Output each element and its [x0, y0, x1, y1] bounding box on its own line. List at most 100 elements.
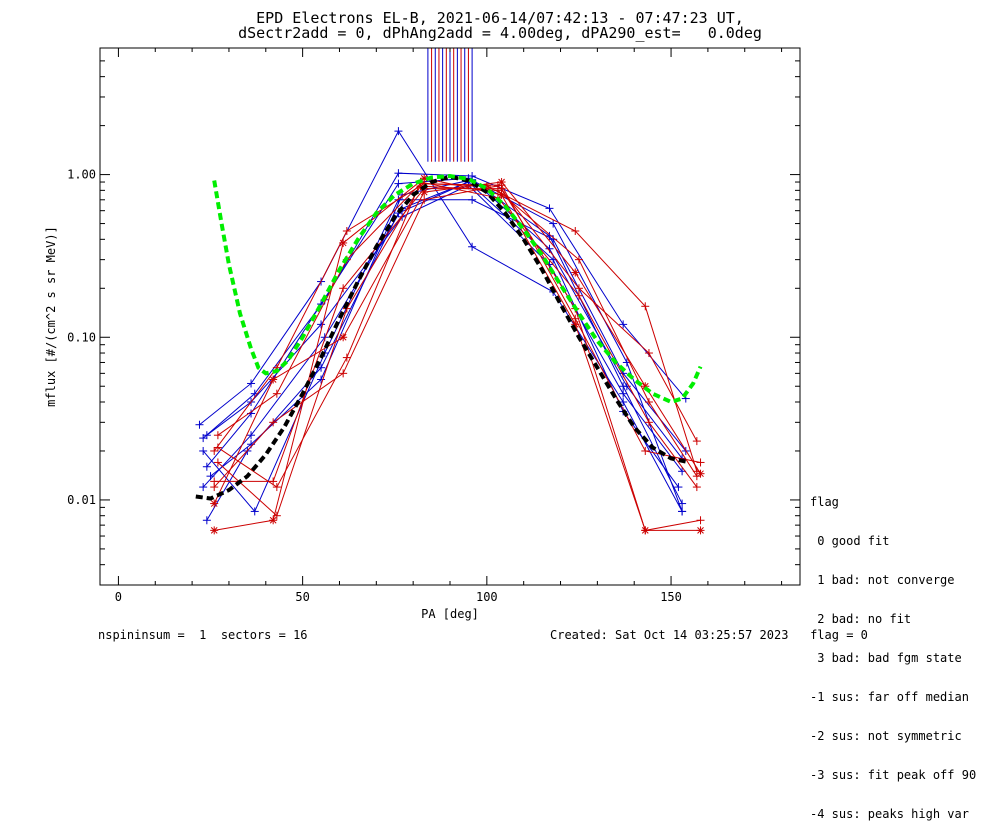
data-point — [199, 446, 208, 455]
data-point — [202, 431, 211, 440]
x-tick-label: 50 — [295, 590, 309, 604]
data-point — [210, 526, 219, 535]
data-point — [317, 320, 326, 329]
data-point — [641, 446, 650, 455]
data-point — [342, 227, 351, 236]
data-point — [692, 437, 701, 446]
data-point — [317, 375, 326, 384]
data-point — [420, 195, 429, 204]
data-point — [678, 507, 687, 516]
series-line — [202, 172, 687, 439]
x-tick-label: 150 — [660, 590, 682, 604]
data-point — [619, 397, 628, 406]
data-point — [202, 516, 211, 525]
data-point — [213, 443, 222, 452]
series-line — [217, 183, 698, 442]
series-line — [217, 181, 698, 488]
data-point — [619, 320, 628, 329]
series-line — [213, 183, 698, 472]
data-point — [272, 483, 281, 492]
data-point — [213, 458, 222, 467]
chart-plot: 0 50 100 150 0.01 0.10 1.00 PA [deg] mflux [#/… — [44, 47, 801, 621]
data-point — [674, 483, 683, 492]
y-tick-label: 1.00 — [67, 168, 96, 182]
data-point — [545, 204, 554, 213]
footer-spin-info: nspininsum = 1 sectors = 16 — [98, 628, 308, 642]
data-point — [202, 462, 211, 471]
series-line — [213, 181, 701, 504]
data-point — [468, 242, 477, 251]
data-point — [195, 420, 204, 429]
data-point — [696, 516, 705, 525]
data-point — [342, 353, 351, 362]
data-point — [247, 431, 256, 440]
data-point — [644, 349, 653, 358]
data-point — [644, 418, 653, 427]
data-point — [394, 127, 403, 136]
data-point — [206, 472, 215, 481]
peak-markers — [427, 48, 473, 162]
data-point — [641, 526, 650, 535]
footer-created-info: Created: Sat Oct 14 03:25:57 2023 flag =… — [550, 628, 868, 642]
legend-item: -1 sus: far off median — [810, 690, 969, 704]
data-point — [210, 499, 219, 508]
fit-curve — [195, 174, 690, 501]
data-point — [696, 458, 705, 467]
data-point — [394, 169, 403, 178]
data-point — [571, 227, 580, 236]
y-tick-label: 0.01 — [67, 493, 96, 507]
data-point — [199, 483, 208, 492]
series-line — [214, 177, 701, 531]
data-point — [210, 446, 219, 455]
data-point — [269, 375, 278, 384]
chart-subtitle: dSectr2add = 0, dPhAng2add = 4.00deg, dP… — [238, 24, 762, 42]
data-point — [250, 507, 259, 516]
data-point — [213, 431, 222, 440]
flag-legend: flag 0 good fit 1 bad: not converge 2 ba… — [810, 470, 976, 834]
series-line — [213, 184, 701, 488]
data-point — [339, 369, 348, 378]
data-point — [272, 389, 281, 398]
legend-title: flag — [810, 495, 839, 509]
data-point — [619, 389, 628, 398]
x-tick-label: 100 — [476, 590, 498, 604]
chart-title: EPD Electrons EL-B, 2021-06-14/07:42:13 … — [256, 9, 744, 27]
data-point — [269, 418, 278, 427]
data-point — [468, 195, 477, 204]
x-tick-label: 0 — [115, 590, 122, 604]
legend-item: -2 sus: not symmetric — [810, 729, 962, 743]
axis-ticks: 0 50 100 150 0.01 0.10 1.00 — [67, 47, 800, 604]
data-point — [692, 483, 701, 492]
series-line — [217, 185, 698, 517]
data-point — [549, 219, 558, 228]
data-point — [497, 181, 506, 190]
legend-item: -4 sus: peaks high var — [810, 807, 969, 821]
data-point — [644, 397, 653, 406]
series-line — [202, 179, 683, 504]
data-point — [339, 238, 348, 247]
data-point — [574, 291, 583, 300]
y-tick-label: 0.10 — [67, 330, 96, 344]
data-series — [195, 127, 705, 535]
x-axis-label: PA [deg] — [421, 607, 479, 621]
data-point — [678, 499, 687, 508]
data-point — [247, 379, 256, 388]
data-point — [269, 516, 278, 525]
legend-item: -3 sus: fit peak off 90 — [810, 768, 977, 782]
series-line — [202, 199, 687, 513]
data-point — [571, 314, 580, 323]
data-point — [696, 469, 705, 478]
legend-item: 1 bad: not converge — [810, 573, 955, 587]
data-point — [574, 284, 583, 293]
series-line — [206, 184, 683, 472]
data-point — [571, 268, 580, 277]
legend-item: 0 good fit — [810, 534, 890, 548]
data-point — [574, 255, 583, 264]
data-point — [641, 302, 650, 311]
data-point — [272, 511, 281, 520]
data-point — [394, 179, 403, 188]
fit-curve — [212, 174, 703, 405]
data-point — [339, 333, 348, 342]
data-point — [210, 483, 219, 492]
data-point — [339, 284, 348, 293]
